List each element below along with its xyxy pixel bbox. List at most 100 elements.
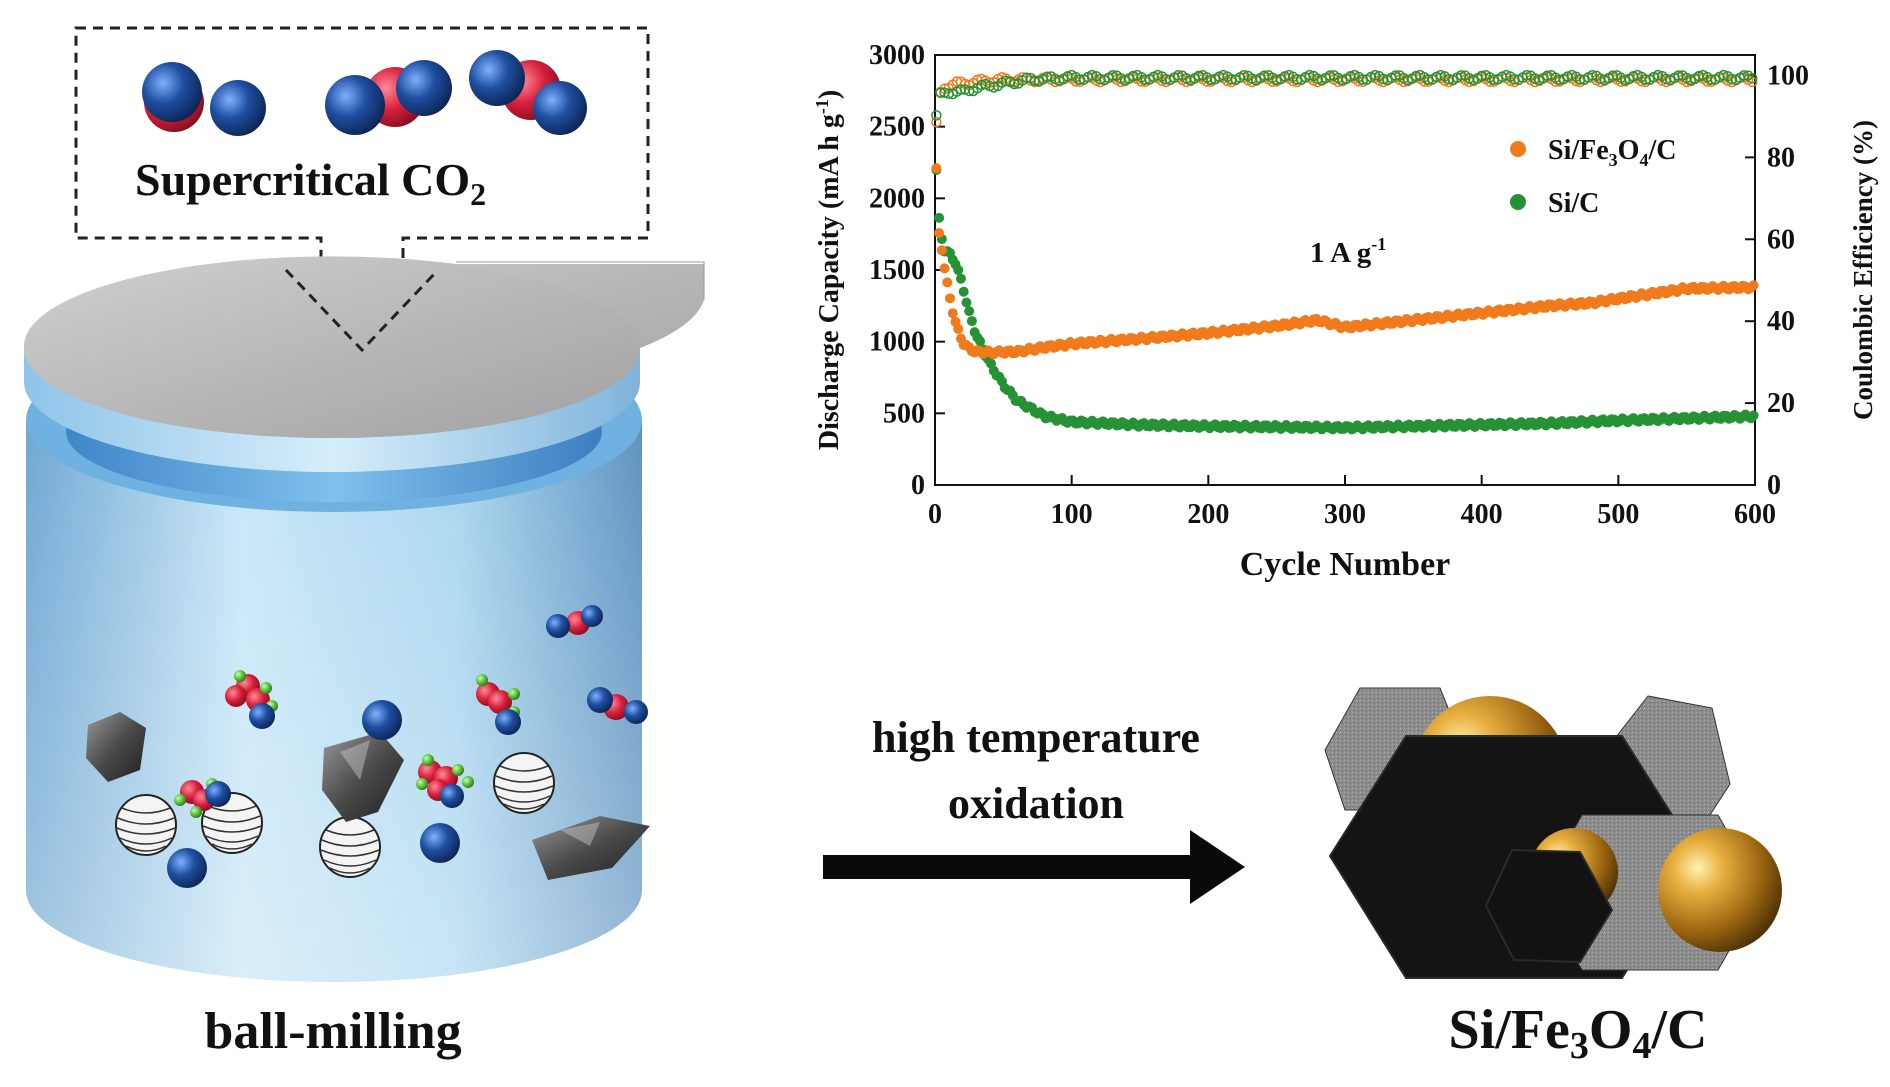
- capacity-point: [947, 308, 958, 319]
- arrow-label-line2: oxidation: [948, 779, 1124, 828]
- legend-label: Si/C: [1548, 188, 1599, 219]
- y-left-tick-label: 2000: [869, 183, 925, 214]
- y-right-tick-label: 60: [1767, 224, 1795, 255]
- y-left-tick-label: 1500: [869, 255, 925, 286]
- x-tick-label: 500: [1597, 499, 1639, 530]
- y-left-axis-ticks: 0 500 1000 1500 2000 2500 3000: [869, 40, 945, 501]
- grinding-balls: [115, 752, 555, 878]
- x-tick-label: 300: [1324, 499, 1366, 530]
- co2-molecule-small: [546, 605, 603, 638]
- x-tick-label: 600: [1734, 499, 1776, 530]
- capacity-point: [1748, 410, 1759, 421]
- capacity-point: [975, 336, 986, 347]
- x-axis-label: Cycle Number: [1240, 546, 1451, 583]
- grinding-ball: [201, 792, 263, 854]
- efficiency-point: [1369, 69, 1381, 81]
- y-left-tick-label: 1000: [869, 327, 925, 358]
- grinding-ball: [319, 816, 381, 878]
- y-right-tick-label: 100: [1767, 60, 1809, 91]
- legend-label: Si/Fe3O4/C: [1548, 135, 1676, 170]
- capacity-point: [934, 228, 945, 239]
- carbon-sphere: [420, 823, 460, 863]
- capacity-point: [964, 306, 975, 317]
- supercritical-co2-callout: Supercritical CO2: [74, 26, 650, 353]
- capacity-point: [953, 265, 964, 276]
- grinding-ball: [115, 794, 177, 856]
- legend-entry-si-c: Si/C: [1510, 188, 1599, 219]
- y-right-axis-ticks: 0 20 40 60 80 100: [1745, 60, 1809, 501]
- x-tick-label: 400: [1461, 499, 1503, 530]
- capacity-point: [966, 316, 977, 327]
- y-left-axis-label: Discharge Capacity (mA h g-1): [812, 90, 845, 450]
- x-tick-label: 100: [1051, 499, 1093, 530]
- efficiency-point: [1402, 74, 1414, 86]
- co2-molecule: [469, 50, 587, 135]
- grinding-ball: [493, 752, 555, 814]
- efficiency-point: [1062, 71, 1073, 82]
- gold-sphere: [1658, 828, 1782, 952]
- capacity-point: [934, 212, 945, 223]
- capacity-point: [942, 277, 953, 288]
- efficiency-point: [1660, 73, 1672, 85]
- efficiency-point: [1312, 73, 1323, 84]
- arrow-label-line1: high temperature: [872, 713, 1200, 762]
- co2-molecule-small: [587, 687, 648, 724]
- y-right-tick-label: 0: [1767, 470, 1781, 501]
- y-right-tick-label: 80: [1767, 142, 1795, 173]
- capacity-point: [1748, 280, 1759, 291]
- capacity-point: [939, 263, 950, 274]
- y-right-axis-label: Coulombic Efficiency (%): [1848, 120, 1878, 420]
- efficiency-point: [1685, 74, 1697, 86]
- rock-particle: [86, 712, 146, 782]
- efficiency-point: [1628, 71, 1639, 82]
- series-layer: [931, 69, 1759, 435]
- arrow-shape: [823, 830, 1245, 904]
- legend-entry-si-fe3o4-c: Si/Fe3O4/C: [1510, 135, 1676, 170]
- efficiency-point: [931, 116, 942, 128]
- capacity-series-0: [931, 163, 1759, 360]
- rock-particle: [532, 816, 650, 880]
- organic-molecule: [174, 778, 231, 818]
- y-right-tick-label: 20: [1767, 388, 1795, 419]
- efficiency-point: [931, 110, 942, 121]
- silicon-particles: [86, 712, 650, 880]
- efficiency-point: [1747, 72, 1758, 84]
- legend: Si/Fe3O4/C Si/C: [1510, 135, 1676, 219]
- x-tick-label: 200: [1187, 499, 1229, 530]
- y-left-tick-label: 3000: [869, 40, 925, 71]
- co2-molecule: [325, 60, 452, 135]
- capacity-point: [958, 286, 969, 297]
- x-tick-label: 0: [928, 499, 942, 530]
- organic-molecule: [476, 674, 521, 735]
- efficiency-point: [1345, 70, 1356, 82]
- x-axis-ticks: 0 100 200 300 400 500 600: [928, 475, 1776, 530]
- ball-mill-jar: [23, 256, 705, 982]
- carbon-sphere: [167, 848, 207, 888]
- ball-milling-caption: ball-milling: [204, 1003, 461, 1060]
- process-arrow: high temperature oxidation: [823, 713, 1245, 904]
- efficiency-series-1: [931, 69, 1758, 121]
- organic-molecule: [225, 670, 278, 729]
- capacity-point: [953, 323, 964, 334]
- capacity-point: [955, 273, 966, 284]
- efficiency-point: [1718, 69, 1729, 81]
- carbon-sphere: [362, 700, 402, 740]
- capacity-point: [936, 245, 947, 256]
- carbon-spheres: [167, 700, 460, 888]
- legend-marker: [1510, 194, 1526, 210]
- efficiency-point: [1086, 69, 1098, 81]
- supercritical-co2-label: Supercritical CO2: [135, 154, 486, 212]
- cycling-performance-chart: 0 100 200 300 400 500 600 05001000150020002500…: [812, 40, 1878, 583]
- current-density-annotation: 1 A g-1: [1310, 234, 1386, 269]
- capacity-point: [931, 163, 942, 174]
- y-left-tick-label: 500: [883, 398, 925, 429]
- legend-marker: [1510, 141, 1526, 157]
- y-right-tick-label: 40: [1767, 306, 1795, 337]
- product-composite: [1324, 687, 1782, 979]
- y-left-tick-label: 0: [911, 470, 925, 501]
- dark-hexagon: [1484, 848, 1614, 964]
- organic-molecule: [416, 754, 474, 808]
- product-caption: Si/Fe3O4/C: [1449, 999, 1708, 1067]
- capacity-point: [945, 293, 956, 304]
